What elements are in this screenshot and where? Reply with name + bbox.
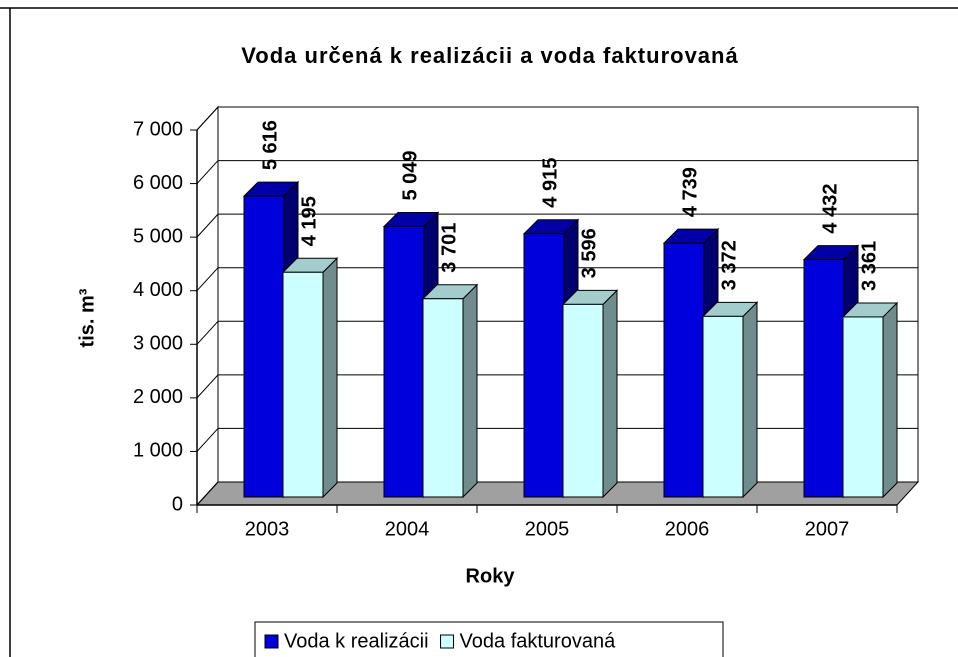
value-label: 3 372 bbox=[718, 240, 740, 290]
value-label: 4 739 bbox=[679, 167, 701, 217]
legend-box bbox=[254, 621, 724, 657]
y-tick-label: 1 000 bbox=[133, 440, 183, 462]
grid-line-side bbox=[196, 428, 219, 452]
bar bbox=[282, 271, 324, 498]
grid-line-side bbox=[196, 160, 219, 184]
value-label: 3 596 bbox=[578, 228, 600, 278]
bar bbox=[243, 195, 285, 498]
bar-side bbox=[602, 289, 618, 499]
x-axis-title: Roky bbox=[466, 565, 516, 587]
bar bbox=[523, 233, 565, 498]
x-tick-label: 2007 bbox=[805, 518, 850, 540]
bar-side bbox=[742, 301, 758, 499]
value-label: 3 361 bbox=[858, 241, 880, 291]
x-tick-label: 2003 bbox=[245, 518, 290, 540]
grid-line-side bbox=[196, 320, 219, 345]
value-label: 4 195 bbox=[298, 196, 320, 246]
chart-title: Voda určená k realizácii a voda fakturov… bbox=[241, 43, 738, 68]
grid-line-side bbox=[196, 481, 219, 506]
bar bbox=[803, 259, 845, 498]
bar bbox=[562, 303, 604, 498]
value-label: 4 915 bbox=[539, 158, 561, 208]
legend-label: Voda fakturovaná bbox=[460, 630, 617, 652]
legend-swatch bbox=[264, 634, 279, 649]
bar-side bbox=[462, 283, 478, 499]
side-wall bbox=[196, 105, 219, 507]
value-label: 3 701 bbox=[438, 223, 460, 273]
x-tick-label: 2004 bbox=[385, 518, 430, 540]
bar-side bbox=[322, 257, 338, 499]
value-label: 4 432 bbox=[819, 184, 841, 234]
y-tick-label: 2 000 bbox=[133, 386, 183, 408]
grid-line-side bbox=[196, 213, 219, 238]
y-tick-label: 3 000 bbox=[133, 333, 183, 355]
bar bbox=[422, 298, 464, 498]
y-tick-label: 5 000 bbox=[133, 225, 183, 247]
x-tick-label: 2005 bbox=[525, 518, 570, 540]
bar bbox=[702, 315, 744, 498]
bar bbox=[663, 242, 705, 498]
legend-label: Voda k realizácii bbox=[284, 630, 429, 652]
value-label: 5 049 bbox=[399, 150, 421, 200]
y-tick-label: 6 000 bbox=[133, 172, 183, 194]
grid-line-side bbox=[196, 267, 219, 292]
y-tick-label: 7 000 bbox=[133, 118, 183, 140]
legend-swatch bbox=[440, 634, 455, 649]
value-label: 5 616 bbox=[259, 120, 281, 170]
x-tick-label: 2006 bbox=[665, 518, 710, 540]
grid-line-side bbox=[196, 374, 219, 399]
bar bbox=[383, 226, 425, 498]
y-axis-title: tis. m³ bbox=[76, 288, 98, 347]
bar-side bbox=[882, 301, 898, 499]
y-tick-label: 4 000 bbox=[133, 279, 183, 301]
bar bbox=[842, 316, 884, 498]
y-tick-label: 0 bbox=[172, 493, 183, 515]
grid-line-side bbox=[196, 106, 219, 131]
